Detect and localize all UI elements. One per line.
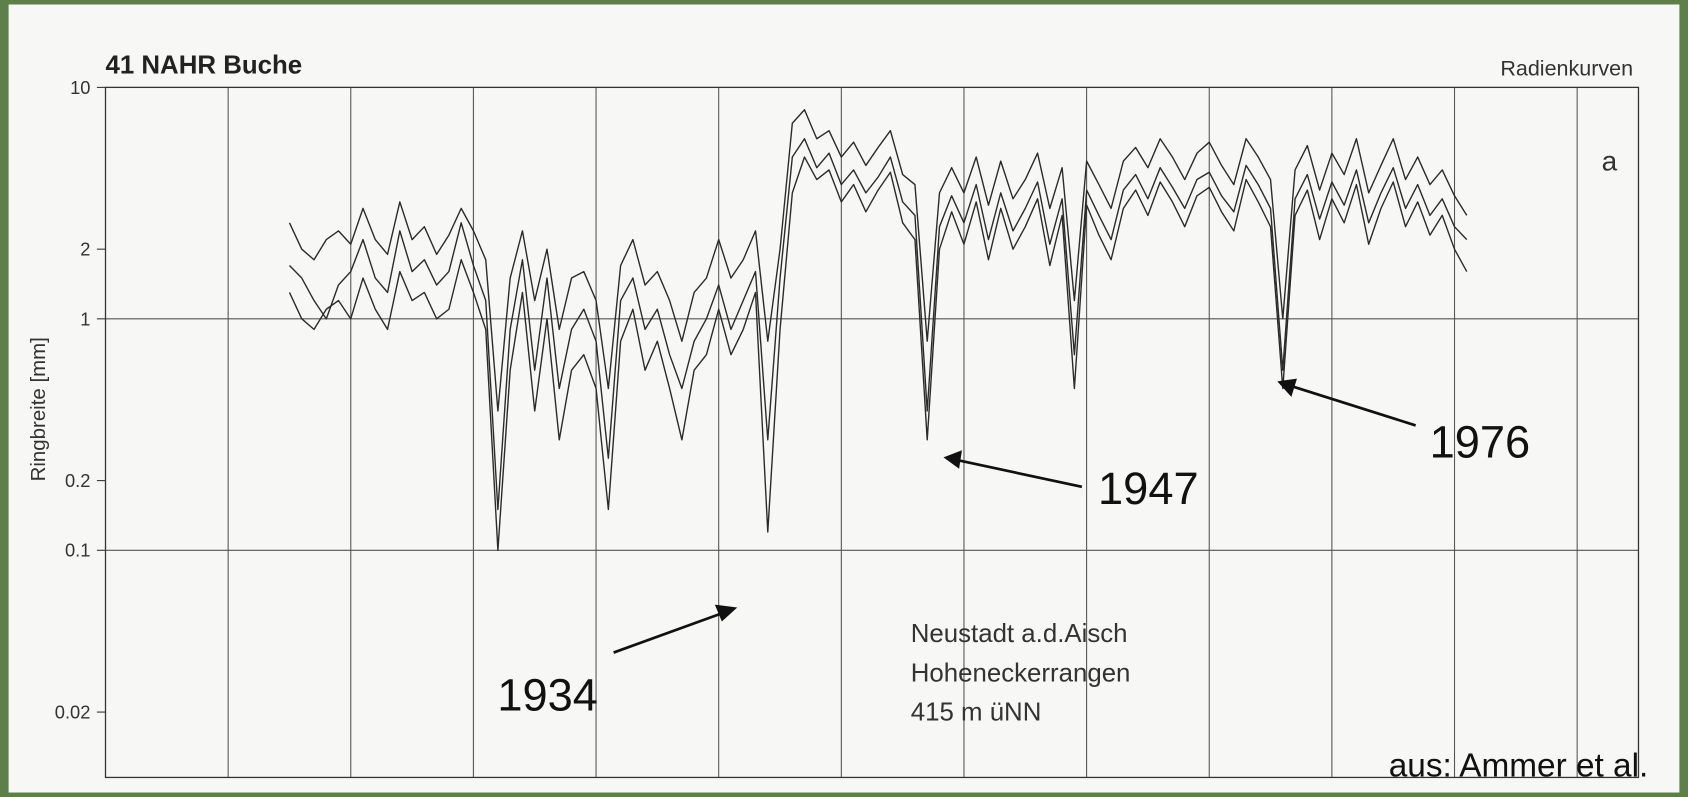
y-tick-label: 0.1 <box>65 540 90 561</box>
arrow <box>613 611 724 654</box>
site-text: Neustadt a.d.Aisch <box>911 620 1128 648</box>
y-axis-label: Ringbreite [mm] <box>27 337 50 481</box>
arrows <box>613 378 1417 654</box>
y-tick-label: 0.02 <box>55 702 91 723</box>
series-line <box>288 156 1468 551</box>
chart-title: 41 NAHR Buche <box>106 51 303 79</box>
arrowhead <box>1277 378 1297 397</box>
arrowhead <box>714 604 738 622</box>
y-tick-label: 1 <box>80 308 90 329</box>
annotation: 1934 <box>497 670 598 721</box>
arrow <box>955 458 1083 489</box>
y-tick-label: 0.2 <box>65 470 90 491</box>
source-note: aus: Ammer et al. <box>1389 747 1649 784</box>
chart-subtitle: Radienkurven <box>1500 57 1633 81</box>
series-line <box>288 138 1468 511</box>
annotation: 1947 <box>1098 463 1199 514</box>
y-tick-label: 10 <box>70 77 90 98</box>
arrowhead <box>943 450 962 469</box>
y-tick-label: 2 <box>80 239 90 260</box>
series-line <box>288 109 1468 412</box>
plot-frame <box>104 86 1640 779</box>
panel-label: a <box>1602 145 1618 176</box>
arrow <box>1289 384 1417 427</box>
paper <box>8 4 1680 793</box>
annotation: 1976 <box>1430 417 1531 468</box>
site-text: Hoheneckerrangen <box>911 660 1131 688</box>
site-text: 415 m üNN <box>911 698 1042 726</box>
